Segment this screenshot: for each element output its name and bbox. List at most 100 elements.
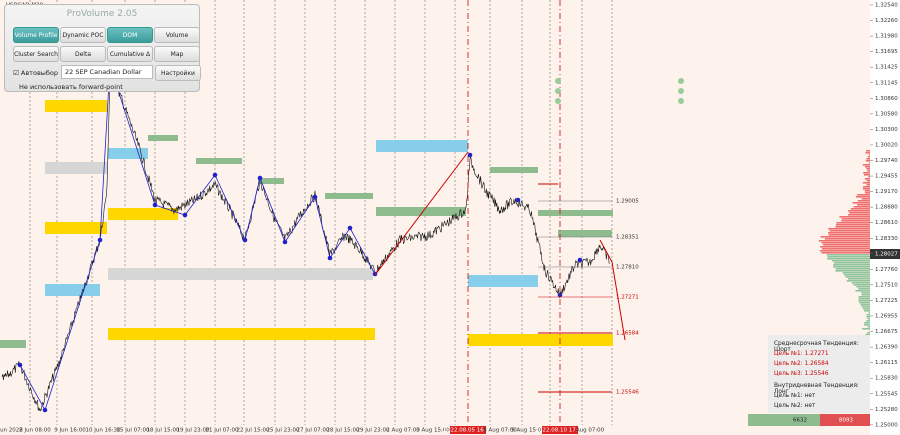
time-label: 8 Jun 08:00 xyxy=(19,428,51,434)
profile-bar xyxy=(863,308,870,310)
profile-bar xyxy=(868,312,870,314)
profile-bar xyxy=(856,286,870,288)
profile-bar xyxy=(859,302,870,304)
panel-button[interactable]: Cumulative Δ xyxy=(107,46,153,62)
profile-bar xyxy=(834,262,870,264)
time-label: 25 Jul 23:00 xyxy=(267,428,300,434)
pivot xyxy=(17,362,23,368)
price-label: 1.32540 xyxy=(875,3,898,9)
profile-bar xyxy=(819,250,870,252)
profile-bar xyxy=(866,316,870,318)
profile-bar xyxy=(861,294,870,296)
profile-bar xyxy=(858,288,870,290)
time-label: 18 Jul 15:00 xyxy=(147,428,180,434)
provolume-panel: ProVolume 2.05 Volume Profile Dynamic POC… xyxy=(4,4,201,92)
profile-bar xyxy=(860,304,870,306)
zones xyxy=(0,100,870,426)
price-label: 1.26675 xyxy=(875,329,898,335)
panel-button[interactable]: Volume Profile xyxy=(13,27,59,43)
panel-button[interactable]: Map xyxy=(154,46,200,62)
price-label: 1.26115 xyxy=(875,360,898,366)
time-label: Aug 07:00 xyxy=(576,428,605,434)
profile-bar xyxy=(827,256,870,258)
profile-bar xyxy=(827,258,870,260)
profile-bar xyxy=(858,298,870,300)
panel-button[interactable]: Volume xyxy=(154,27,200,43)
profile-bar xyxy=(869,162,870,164)
profile-bar xyxy=(835,224,870,226)
volume-profile xyxy=(818,150,870,410)
time-label: 21 Jul 07:00 xyxy=(206,428,239,434)
profile-bar xyxy=(849,212,870,214)
auto-select[interactable]: ☑ Автовыбор xyxy=(13,69,59,77)
time-highlight xyxy=(450,426,486,434)
zigzag xyxy=(19,64,376,411)
panel-button[interactable]: Cluster Search xyxy=(13,46,59,62)
profile-bar xyxy=(866,184,870,186)
footer-left: 6632 xyxy=(793,418,807,424)
profile-bar xyxy=(857,194,870,196)
intraday-target: Цель №2: нет xyxy=(774,403,816,409)
time-label: 19 Jul 23:00 xyxy=(177,428,210,434)
instrument-select[interactable]: 22 SEP Canadian Dollar xyxy=(61,65,153,79)
price-label: 1.31980 xyxy=(875,34,898,40)
profile-bar xyxy=(868,176,870,178)
profile-bar xyxy=(869,154,870,156)
price-label: 1.30580 xyxy=(875,111,898,117)
profile-bar xyxy=(857,204,870,206)
time-label: 22 Jul 15:00 xyxy=(237,428,270,434)
profile-bar xyxy=(866,168,870,170)
profile-bar xyxy=(831,260,870,262)
pivot xyxy=(347,225,353,231)
profile-bar xyxy=(839,216,870,218)
profile-bar xyxy=(848,214,870,216)
profile-bar xyxy=(858,296,870,298)
profile-bar xyxy=(857,200,870,202)
dots xyxy=(555,78,684,104)
profile-bar xyxy=(827,232,870,234)
profile-bar xyxy=(855,196,870,198)
profile-bar xyxy=(821,252,870,254)
price-label: 1.26955 xyxy=(875,314,898,320)
profile-bar xyxy=(863,172,870,174)
time-label: 27 Jul 07:00 xyxy=(297,428,330,434)
profile-bar xyxy=(842,272,870,274)
time-label: 9 Aug 15:00 xyxy=(511,428,545,434)
profile-bar xyxy=(829,230,870,232)
time-label: 8 Aug 07:00 xyxy=(483,428,517,434)
level-label: 1.28351 xyxy=(616,235,639,241)
price-label: 1.29170 xyxy=(875,189,898,195)
profile-bar xyxy=(864,322,870,324)
profile-bar xyxy=(864,310,870,312)
profile-bar xyxy=(867,332,870,334)
time-label: 3 Aug 15:00 xyxy=(416,428,450,434)
profile-bar xyxy=(862,164,870,166)
price-axis-bg xyxy=(870,0,900,435)
profile-bar xyxy=(867,318,870,320)
price-label: 1.28027 xyxy=(875,251,898,257)
profile-bar xyxy=(846,280,870,282)
profile-bar xyxy=(841,218,870,220)
price-label: 1.27225 xyxy=(875,298,898,304)
level-label: 1.25546 xyxy=(616,390,639,396)
instrument-label: 22 SEP Canadian Dollar xyxy=(65,68,142,76)
settings-button[interactable]: Настройки xyxy=(155,65,201,81)
current-price-box xyxy=(870,249,900,259)
panel-button[interactable]: Delta xyxy=(60,46,106,62)
profile-bar xyxy=(833,264,870,266)
pivot xyxy=(257,175,263,181)
footer-right: 8093 xyxy=(839,418,853,424)
price-label: 1.30020 xyxy=(875,142,898,148)
profile-bar xyxy=(865,192,870,194)
panel-button[interactable]: DOM xyxy=(107,27,153,43)
level-label: 1.29005 xyxy=(616,199,639,205)
panel-button[interactable]: Dynamic POC xyxy=(60,27,106,43)
profile-bar xyxy=(824,238,870,240)
time-label: 10 Jun 16:30 xyxy=(86,428,121,434)
price-label: 1.27760 xyxy=(875,267,898,273)
level-label: 1.27271 xyxy=(616,295,639,301)
profile-bar xyxy=(865,166,870,168)
pivot xyxy=(242,237,248,243)
mid-target: Цель №1: 1.27271 xyxy=(774,351,829,357)
pivot xyxy=(282,239,288,245)
